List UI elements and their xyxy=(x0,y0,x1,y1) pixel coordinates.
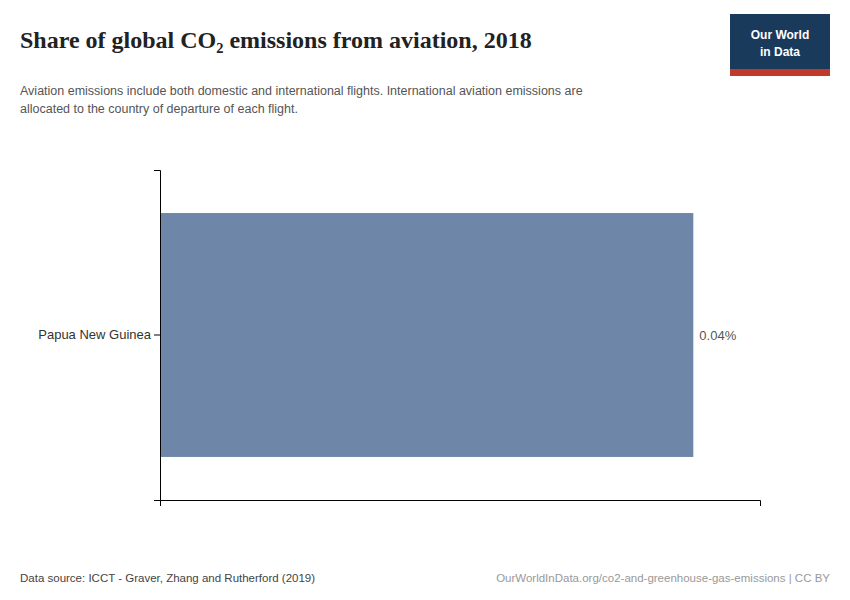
logo-text: in Data xyxy=(760,45,800,59)
chart: Share of global CO₂ emissions from aviat… xyxy=(0,0,850,600)
plot: 0.04% Papua New Guinea xyxy=(38,171,760,507)
x-axis xyxy=(161,501,761,507)
credit: OurWorldInData.org/co2-and-greenhouse-ga… xyxy=(496,572,830,584)
bar xyxy=(160,213,693,457)
y-tick-mark xyxy=(154,335,160,336)
logo-box xyxy=(730,14,830,76)
logo-text: Our World xyxy=(751,28,809,42)
y-axis-line xyxy=(154,171,161,501)
y-axis: Papua New Guinea xyxy=(38,171,160,501)
title: Share of global CO₂ emissions from aviat… xyxy=(20,27,532,53)
y-tick-label: Papua New Guinea xyxy=(38,327,152,342)
subtitle-line: Aviation emissions include both domestic… xyxy=(20,84,583,98)
y-tick: Papua New Guinea xyxy=(38,327,160,342)
data-label: 0.04% xyxy=(699,328,736,343)
subtitle-line: allocated to the country of departure of… xyxy=(20,102,298,116)
x-axis-line xyxy=(161,501,761,507)
logo-strip xyxy=(730,69,830,76)
marks xyxy=(160,213,693,457)
subtitle: Aviation emissions include both domestic… xyxy=(20,84,583,116)
source: Data source: ICCT - Graver, Zhang and Ru… xyxy=(20,572,315,584)
logo: Our World in Data xyxy=(730,14,830,76)
